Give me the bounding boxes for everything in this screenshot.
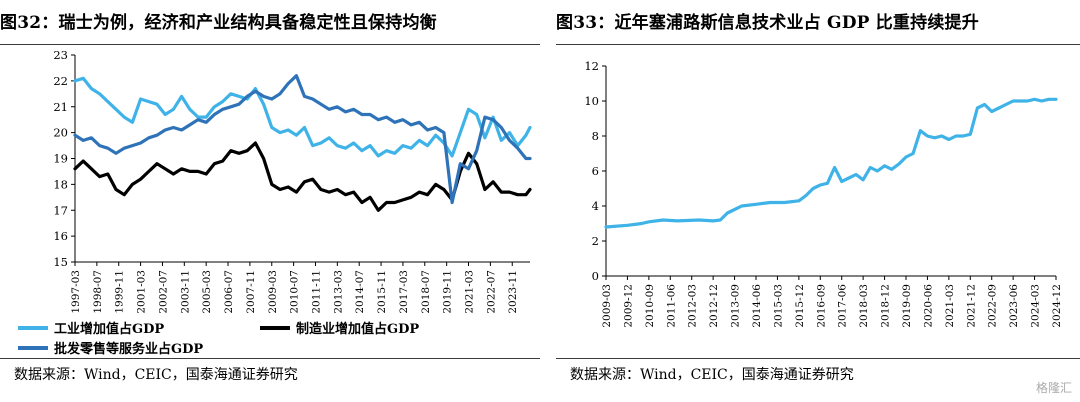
x-tick-label: 2014-07	[354, 270, 366, 314]
x-tick-label: 2009-12	[622, 284, 634, 328]
x-tick-label: 2010-07	[289, 270, 301, 314]
x-tick-label: 2023-06	[1008, 284, 1020, 328]
x-tick-label: 2012-03	[687, 284, 699, 328]
x-tick-label: 2015-03	[772, 284, 784, 328]
x-tick-label: 2024-12	[1051, 284, 1063, 328]
x-tick-label: 2022-09	[987, 284, 999, 328]
y-tick-label: 18	[53, 177, 68, 191]
right-chart-title: 图33：近年塞浦路斯信息技术业占 GDP 比重持续提升	[556, 13, 979, 33]
x-tick-label: 2019-11	[442, 270, 454, 314]
x-tick-label: 2011-06	[665, 284, 677, 328]
x-tick-label: 2007-11	[245, 270, 257, 314]
x-tick-label: 2012-12	[708, 284, 720, 328]
x-tick-label: 2021-12	[965, 284, 977, 328]
y-tick-label: 10	[584, 94, 599, 108]
x-tick-label: 2016-09	[815, 284, 827, 328]
x-tick-label: 2009-03	[601, 284, 613, 328]
left-bottom-rule	[0, 358, 540, 359]
x-tick-label: 2020-06	[922, 284, 934, 328]
x-tick-label: 2003-11	[179, 270, 191, 314]
x-tick-label: 1999-11	[114, 270, 126, 314]
x-tick-label: 2013-09	[730, 284, 742, 328]
x-tick-label: 2014-06	[751, 284, 763, 328]
x-tick-label: 1998-07	[92, 270, 104, 314]
x-tick-label: 2018-07	[420, 270, 432, 314]
x-tick-label: 2015-11	[376, 270, 388, 314]
x-tick-label: 1997-03	[70, 270, 82, 314]
x-tick-label: 2002-07	[157, 270, 169, 314]
left-top-rule	[0, 44, 540, 45]
x-tick-label: 2017-03	[398, 270, 410, 314]
y-tick-label: 17	[53, 203, 68, 217]
right-figure: 图33：近年塞浦路斯信息技术业占 GDP 比重持续提升 0 2 4 6 8 10 12 200…	[556, 0, 1080, 402]
legend-label: 批发零售等服务业占GDP	[54, 341, 203, 357]
x-tick-label: 2009-03	[267, 270, 279, 314]
left-figure: 图32：瑞士为例，经济和产业结构具备稳定性且保持均衡 15 16 17 18 19 20 2…	[0, 13, 540, 383]
series-line-1-0	[604, 97, 1058, 229]
x-tick-label: 2001-03	[136, 270, 148, 314]
y-tick-label: 21	[53, 100, 68, 114]
x-tick-label: 2006-07	[223, 270, 235, 314]
right-bottom-rule	[556, 358, 1080, 359]
x-tick-label: 2018-03	[858, 284, 870, 328]
legend-label: 工业增加值占GDP	[54, 321, 164, 337]
y-tick-label: 12	[584, 59, 599, 73]
right-top-rule	[556, 44, 1080, 45]
legend-label: 制造业增加值占GDP	[296, 321, 419, 337]
series-line-0-1	[73, 141, 532, 212]
y-tick-label: 16	[53, 229, 68, 243]
series-line-0-0	[73, 76, 532, 158]
x-tick-label: 2021-03	[464, 270, 476, 314]
y-tick-label: 23	[53, 48, 68, 62]
x-tick-label: 2015-12	[794, 284, 806, 328]
x-tick-label: 2022-07	[485, 270, 497, 314]
y-tick-label: 22	[53, 74, 68, 88]
x-tick-label: 2005-03	[201, 270, 213, 314]
y-tick-label: 8	[592, 129, 599, 143]
y-tick-label: 20	[53, 126, 68, 140]
x-tick-label: 2018-12	[880, 284, 892, 328]
x-tick-label: 2017-06	[837, 284, 849, 328]
series-line-0-2	[73, 74, 532, 205]
x-tick-label: 2010-09	[644, 284, 656, 328]
x-tick-label: 2019-09	[901, 284, 913, 328]
y-tick-label: 4	[592, 199, 599, 213]
y-tick-label: 2	[592, 234, 599, 248]
right-source-note: 数据来源：Wind，CEIC，国泰海通证券研究	[570, 367, 854, 383]
x-tick-label: 2011-11	[310, 270, 322, 314]
y-tick-label: 0	[592, 269, 599, 283]
left-chart-title: 图32：瑞士为例，经济和产业结构具备稳定性且保持均衡	[0, 13, 437, 33]
right-line-chart: 0 2 4 6 8 10 12 2009-03 2009-12 2010-09 2011-06 201…	[584, 59, 1063, 328]
x-tick-label: 2024-03	[1030, 284, 1042, 328]
y-tick-label: 15	[53, 255, 68, 269]
left-source-note: 数据来源：Wind，CEIC，国泰海通证券研究	[14, 367, 298, 383]
left-line-chart: 15 16 17 18 19 20 21 22 23 1997-03 1998-07 1999-11 2…	[18, 48, 532, 357]
y-tick-label: 6	[592, 164, 599, 178]
y-tick-label: 19	[53, 152, 68, 166]
x-tick-label: 2013-03	[332, 270, 344, 314]
x-tick-label: 2023-11	[507, 270, 519, 314]
x-tick-label: 2021-03	[944, 284, 956, 328]
watermark-logo: 格隆汇	[1035, 381, 1072, 395]
